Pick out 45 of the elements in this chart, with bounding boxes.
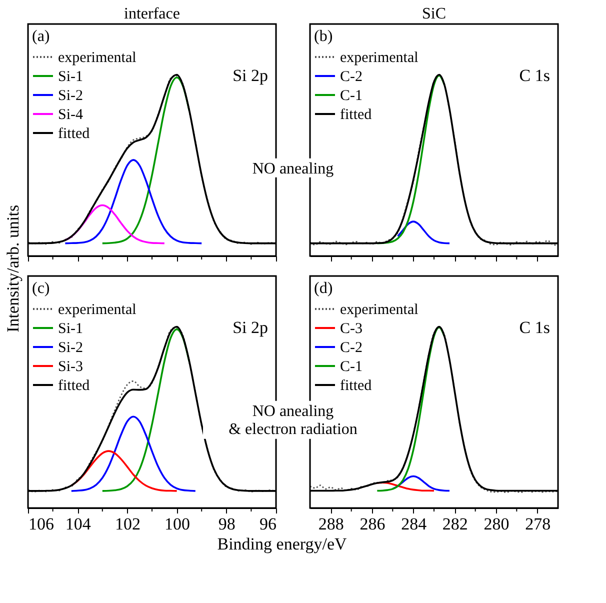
x-tick-label: 102 bbox=[114, 514, 140, 534]
chart-title: SiC bbox=[422, 5, 446, 22]
legend-label: fitted bbox=[340, 378, 372, 394]
x-tick-label: 286 bbox=[360, 514, 386, 534]
legend-label: experimental bbox=[58, 50, 136, 66]
legend-label: experimental bbox=[58, 302, 136, 318]
legend-label: Si-4 bbox=[58, 107, 84, 123]
legend-label: experimental bbox=[340, 302, 418, 318]
annotation: Si 2p bbox=[232, 318, 268, 337]
legend-label: Si-1 bbox=[58, 69, 84, 85]
legend-label: fitted bbox=[58, 378, 90, 394]
annotation: NO anealing & electron radiation bbox=[228, 402, 358, 438]
x-tick-label: 288 bbox=[318, 514, 344, 534]
legend-label: Si-2 bbox=[58, 340, 84, 356]
x-tick-label: 284 bbox=[401, 514, 428, 534]
x-tick-label: 278 bbox=[525, 514, 551, 534]
annotation: C 1s bbox=[519, 66, 550, 85]
x-tick-label: 282 bbox=[442, 514, 468, 534]
x-tick-label: 96 bbox=[260, 514, 276, 534]
text: (a) bbox=[32, 28, 50, 45]
y-axis-title: Intensity/arb. units bbox=[4, 204, 23, 332]
annotation: NO anealing bbox=[252, 160, 334, 178]
legend-label: fitted bbox=[340, 107, 372, 123]
x-axis-title: Binding energy/eV bbox=[217, 534, 348, 554]
legend-label: experimental bbox=[340, 50, 418, 66]
legend-label: C-1 bbox=[340, 359, 362, 375]
legend-label: C-2 bbox=[340, 340, 362, 356]
x-tick-label: 98 bbox=[218, 514, 236, 534]
annotation: C 1s bbox=[519, 318, 550, 337]
legend-label: fitted bbox=[58, 126, 90, 142]
legend-label: C-2 bbox=[340, 69, 362, 85]
chart-title: interface bbox=[124, 5, 180, 22]
x-tick-label: 280 bbox=[484, 514, 510, 534]
annotation: Si 2p bbox=[232, 66, 268, 85]
legend-label: Si-3 bbox=[58, 359, 84, 375]
x-tick-label: 100 bbox=[164, 514, 190, 534]
legend-label: C-3 bbox=[340, 321, 362, 337]
legend-label: Si-1 bbox=[58, 321, 84, 337]
text: (d) bbox=[314, 280, 333, 297]
x-tick-label: 104 bbox=[65, 514, 92, 534]
x-tick-label: 106 bbox=[28, 514, 54, 534]
text: (b) bbox=[314, 28, 333, 45]
text: (c) bbox=[32, 280, 50, 297]
legend-label: Si-2 bbox=[58, 88, 84, 104]
legend-label: C-1 bbox=[340, 88, 362, 104]
